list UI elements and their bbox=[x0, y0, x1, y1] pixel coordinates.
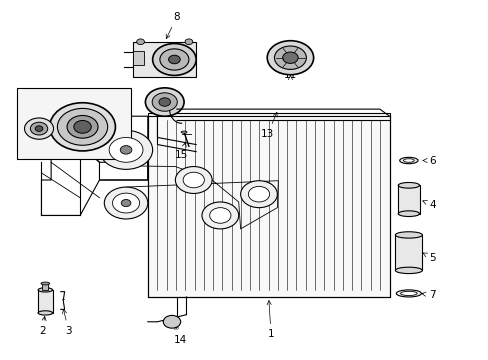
Text: 1: 1 bbox=[266, 301, 274, 339]
Circle shape bbox=[209, 208, 230, 223]
Circle shape bbox=[121, 199, 131, 207]
Ellipse shape bbox=[397, 211, 419, 216]
Circle shape bbox=[137, 39, 144, 45]
Bar bbox=[133, 51, 143, 65]
Circle shape bbox=[266, 41, 313, 75]
Circle shape bbox=[282, 52, 298, 63]
Circle shape bbox=[184, 39, 192, 45]
Text: 11: 11 bbox=[283, 71, 296, 80]
Ellipse shape bbox=[395, 290, 421, 297]
Ellipse shape bbox=[403, 159, 413, 162]
Ellipse shape bbox=[41, 282, 50, 285]
Text: 6: 6 bbox=[422, 156, 435, 166]
Circle shape bbox=[120, 145, 132, 154]
Circle shape bbox=[202, 202, 238, 229]
Bar bbox=[38, 290, 53, 313]
Bar bbox=[17, 88, 131, 159]
Circle shape bbox=[30, 122, 48, 135]
Circle shape bbox=[74, 121, 91, 133]
Text: 10: 10 bbox=[17, 127, 36, 137]
Circle shape bbox=[159, 98, 170, 106]
Bar bbox=[133, 42, 196, 77]
Circle shape bbox=[183, 172, 204, 188]
Circle shape bbox=[24, 118, 53, 139]
Text: 4: 4 bbox=[422, 200, 435, 210]
Circle shape bbox=[168, 55, 180, 64]
Circle shape bbox=[112, 193, 139, 213]
Circle shape bbox=[152, 44, 196, 76]
Ellipse shape bbox=[181, 131, 186, 133]
Text: 15: 15 bbox=[175, 143, 188, 160]
Text: 12: 12 bbox=[170, 103, 183, 116]
Ellipse shape bbox=[397, 183, 419, 188]
Circle shape bbox=[163, 315, 180, 328]
Ellipse shape bbox=[394, 267, 422, 274]
Bar bbox=[147, 113, 389, 297]
Circle shape bbox=[50, 103, 115, 151]
Text: 3: 3 bbox=[62, 309, 72, 336]
Ellipse shape bbox=[400, 291, 416, 296]
Circle shape bbox=[274, 46, 306, 69]
Bar bbox=[42, 283, 48, 290]
Circle shape bbox=[109, 138, 142, 162]
Circle shape bbox=[67, 116, 98, 138]
Circle shape bbox=[160, 49, 188, 70]
Text: 8: 8 bbox=[166, 12, 180, 39]
Ellipse shape bbox=[399, 157, 417, 164]
Ellipse shape bbox=[394, 232, 422, 238]
Text: 5: 5 bbox=[422, 253, 435, 263]
Circle shape bbox=[99, 130, 152, 169]
Text: 14: 14 bbox=[174, 325, 187, 345]
Circle shape bbox=[145, 88, 183, 116]
Ellipse shape bbox=[38, 288, 53, 292]
Text: 9: 9 bbox=[26, 88, 33, 98]
Bar bbox=[397, 185, 419, 214]
Circle shape bbox=[152, 93, 177, 111]
Circle shape bbox=[240, 181, 277, 208]
Text: 13: 13 bbox=[261, 112, 277, 139]
Bar bbox=[394, 235, 422, 270]
Circle shape bbox=[104, 187, 147, 219]
Circle shape bbox=[57, 108, 107, 145]
Ellipse shape bbox=[38, 311, 53, 315]
Text: 2: 2 bbox=[39, 316, 46, 336]
Circle shape bbox=[175, 167, 212, 193]
Circle shape bbox=[35, 126, 43, 131]
Text: 7: 7 bbox=[421, 290, 435, 300]
Circle shape bbox=[248, 186, 269, 202]
